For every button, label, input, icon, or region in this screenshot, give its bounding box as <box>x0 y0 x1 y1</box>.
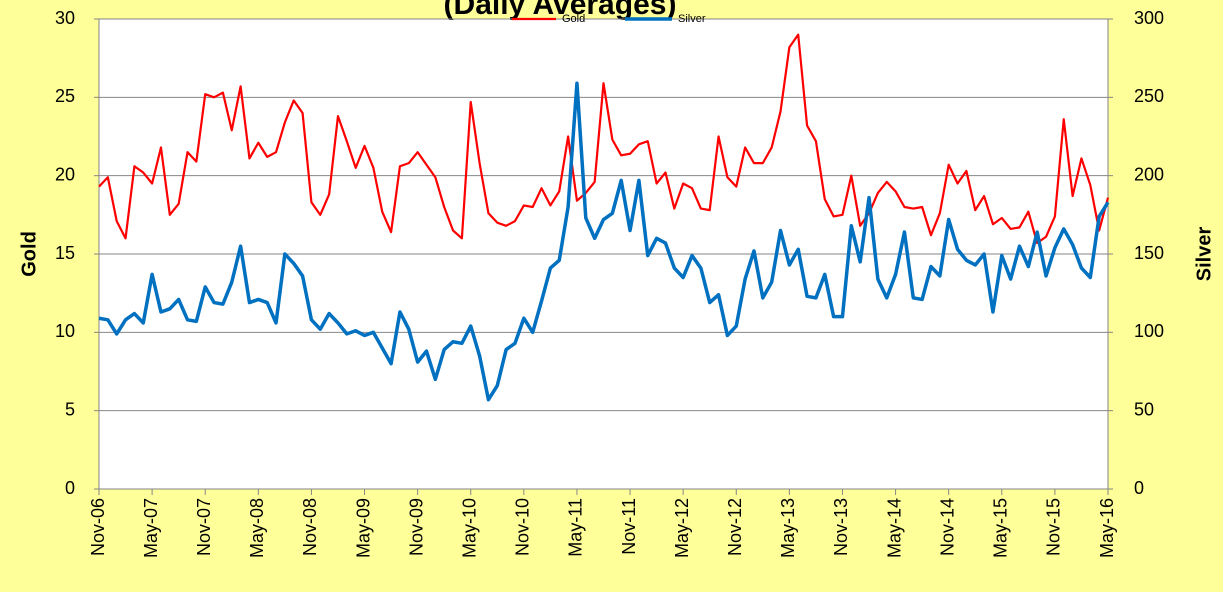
y2-tick-label: 0 <box>1134 478 1144 498</box>
series-line <box>98 33 1110 245</box>
legend-label: Gold <box>562 13 585 25</box>
y2-tick-label: 250 <box>1134 86 1164 106</box>
y-tick-label: 5 <box>65 399 75 419</box>
y-tick-label: 30 <box>55 8 75 28</box>
y-tick-label: 10 <box>55 321 75 341</box>
x-tick-label: May-15 <box>991 498 1011 558</box>
x-tick-label: Nov-11 <box>619 498 639 555</box>
x-tick-label: May-13 <box>778 498 798 558</box>
x-tick-label: May-16 <box>1097 498 1117 558</box>
x-tick-label: May-10 <box>459 498 479 558</box>
x-tick-label: Nov-15 <box>1044 498 1064 556</box>
x-tick-label: Nov-14 <box>937 498 957 556</box>
legend-label: Silver <box>678 13 706 25</box>
y-tick-label: 20 <box>55 164 75 184</box>
y2-tick-label: 300 <box>1134 8 1164 28</box>
y-tick-label: 25 <box>55 86 75 106</box>
x-tick-label: Nov-09 <box>406 498 426 556</box>
x-tick-label: Nov-10 <box>513 498 533 556</box>
chart-title: (Daily Averages) <box>444 0 677 21</box>
y2-axis-title: Silver <box>1193 227 1215 282</box>
x-tick-label: May-08 <box>247 498 267 558</box>
y2-tick-label: 100 <box>1134 321 1164 341</box>
y2-tick-label: 50 <box>1134 399 1154 419</box>
y-tick-label: 15 <box>55 243 75 263</box>
x-tick-label: May-11 <box>566 498 586 557</box>
series-line <box>98 81 1110 402</box>
y2-tick-label: 200 <box>1134 164 1164 184</box>
y2-tick-label: 150 <box>1134 243 1164 263</box>
x-tick-label: May-14 <box>884 498 904 558</box>
y-axis-title: Gold <box>18 231 40 277</box>
y-tick-label: 0 <box>65 478 75 498</box>
x-tick-label: Nov-06 <box>88 498 108 556</box>
x-tick-label: May-07 <box>141 498 161 558</box>
x-tick-label: Nov-07 <box>194 498 214 556</box>
x-tick-label: Nov-13 <box>831 498 851 556</box>
x-tick-label: May-12 <box>672 498 692 558</box>
x-tick-label: Nov-12 <box>725 498 745 556</box>
x-tick-label: May-09 <box>353 498 373 558</box>
x-tick-label: Nov-08 <box>300 498 320 556</box>
